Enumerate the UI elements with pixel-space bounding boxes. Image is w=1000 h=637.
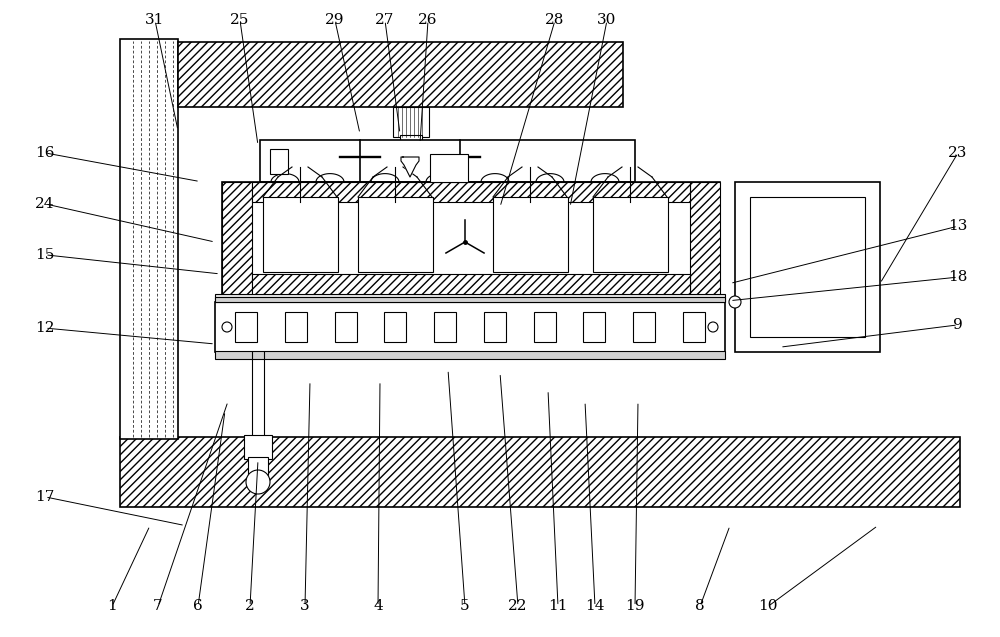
- Text: 18: 18: [948, 270, 968, 284]
- Bar: [335, 312, 357, 342]
- Text: 10: 10: [758, 599, 778, 613]
- Text: 2: 2: [245, 599, 255, 613]
- Text: 22: 22: [508, 599, 528, 613]
- Bar: [260, 140, 635, 182]
- Bar: [434, 312, 456, 342]
- Text: 17: 17: [35, 490, 55, 504]
- Text: 29: 29: [325, 13, 345, 27]
- Text: 1: 1: [107, 599, 117, 613]
- Bar: [690, 182, 720, 302]
- Text: 16: 16: [35, 146, 55, 160]
- Text: 8: 8: [695, 599, 705, 613]
- Bar: [735, 182, 880, 352]
- Bar: [400, 135, 422, 157]
- Bar: [215, 294, 725, 302]
- Bar: [583, 312, 605, 342]
- Bar: [222, 182, 720, 302]
- Text: 5: 5: [460, 599, 470, 613]
- Text: 7: 7: [153, 599, 163, 613]
- Text: 28: 28: [545, 13, 565, 27]
- Circle shape: [222, 322, 232, 332]
- Bar: [593, 197, 668, 272]
- Text: 12: 12: [35, 321, 55, 335]
- Bar: [120, 39, 178, 439]
- Text: 27: 27: [375, 13, 395, 27]
- Text: 9: 9: [953, 318, 963, 332]
- Bar: [393, 107, 429, 137]
- Bar: [178, 42, 623, 107]
- Bar: [285, 312, 307, 342]
- Bar: [244, 435, 272, 459]
- Text: 31: 31: [145, 13, 165, 27]
- Bar: [484, 312, 506, 342]
- Text: 24: 24: [35, 197, 55, 211]
- Bar: [263, 197, 338, 272]
- Text: 3: 3: [300, 599, 310, 613]
- Text: 4: 4: [373, 599, 383, 613]
- Bar: [235, 312, 257, 342]
- Bar: [430, 154, 468, 182]
- Text: 26: 26: [418, 13, 438, 27]
- Bar: [683, 312, 705, 342]
- Text: 14: 14: [585, 599, 605, 613]
- Bar: [120, 437, 960, 507]
- Bar: [384, 312, 406, 342]
- Bar: [252, 182, 690, 202]
- Bar: [248, 457, 268, 475]
- Bar: [633, 312, 655, 342]
- Bar: [215, 302, 725, 352]
- Text: 25: 25: [230, 13, 250, 27]
- Bar: [493, 197, 568, 272]
- Circle shape: [729, 296, 741, 308]
- Bar: [222, 182, 252, 302]
- Circle shape: [246, 470, 270, 494]
- Text: 23: 23: [948, 146, 968, 160]
- Bar: [270, 149, 288, 174]
- Text: 11: 11: [548, 599, 568, 613]
- Text: 19: 19: [625, 599, 645, 613]
- Bar: [215, 351, 725, 359]
- Bar: [215, 297, 725, 302]
- Text: 13: 13: [948, 219, 968, 233]
- Bar: [750, 197, 865, 337]
- Bar: [252, 274, 690, 302]
- Polygon shape: [401, 157, 419, 177]
- Text: 30: 30: [597, 13, 617, 27]
- Circle shape: [708, 322, 718, 332]
- Text: 6: 6: [193, 599, 203, 613]
- Text: 15: 15: [35, 248, 55, 262]
- Bar: [534, 312, 556, 342]
- Bar: [358, 197, 433, 272]
